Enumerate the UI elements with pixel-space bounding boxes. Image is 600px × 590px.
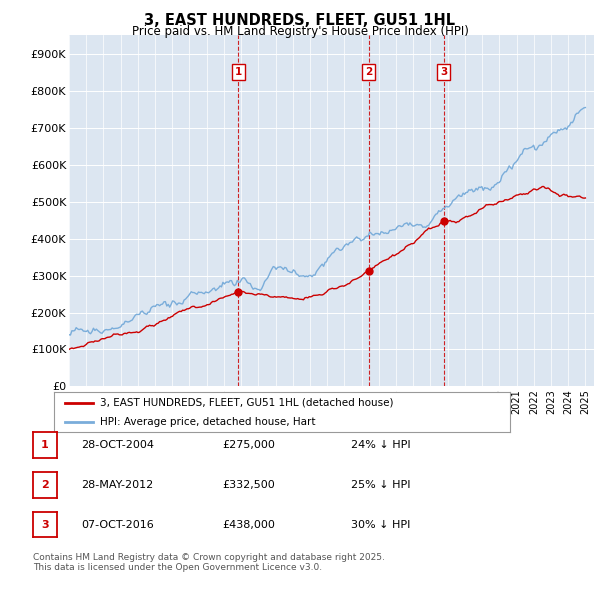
- Text: 2: 2: [365, 67, 373, 77]
- Text: £275,000: £275,000: [222, 441, 275, 450]
- Text: 25% ↓ HPI: 25% ↓ HPI: [351, 480, 410, 490]
- Text: 24% ↓ HPI: 24% ↓ HPI: [351, 441, 410, 450]
- Text: Price paid vs. HM Land Registry's House Price Index (HPI): Price paid vs. HM Land Registry's House …: [131, 25, 469, 38]
- Text: 3: 3: [440, 67, 448, 77]
- Text: 3: 3: [41, 520, 49, 529]
- Text: 3, EAST HUNDREDS, FLEET, GU51 1HL (detached house): 3, EAST HUNDREDS, FLEET, GU51 1HL (detac…: [100, 398, 393, 408]
- Text: Contains HM Land Registry data © Crown copyright and database right 2025.: Contains HM Land Registry data © Crown c…: [33, 553, 385, 562]
- Text: 07-OCT-2016: 07-OCT-2016: [81, 520, 154, 529]
- Text: 2: 2: [41, 480, 49, 490]
- Text: 1: 1: [235, 67, 242, 77]
- Text: 1: 1: [41, 441, 49, 450]
- Text: 28-OCT-2004: 28-OCT-2004: [81, 441, 154, 450]
- Text: This data is licensed under the Open Government Licence v3.0.: This data is licensed under the Open Gov…: [33, 563, 322, 572]
- Text: HPI: Average price, detached house, Hart: HPI: Average price, detached house, Hart: [100, 417, 315, 427]
- Text: £438,000: £438,000: [222, 520, 275, 529]
- Text: 28-MAY-2012: 28-MAY-2012: [81, 480, 153, 490]
- Text: £332,500: £332,500: [222, 480, 275, 490]
- Text: 3, EAST HUNDREDS, FLEET, GU51 1HL: 3, EAST HUNDREDS, FLEET, GU51 1HL: [145, 13, 455, 28]
- Text: 30% ↓ HPI: 30% ↓ HPI: [351, 520, 410, 529]
